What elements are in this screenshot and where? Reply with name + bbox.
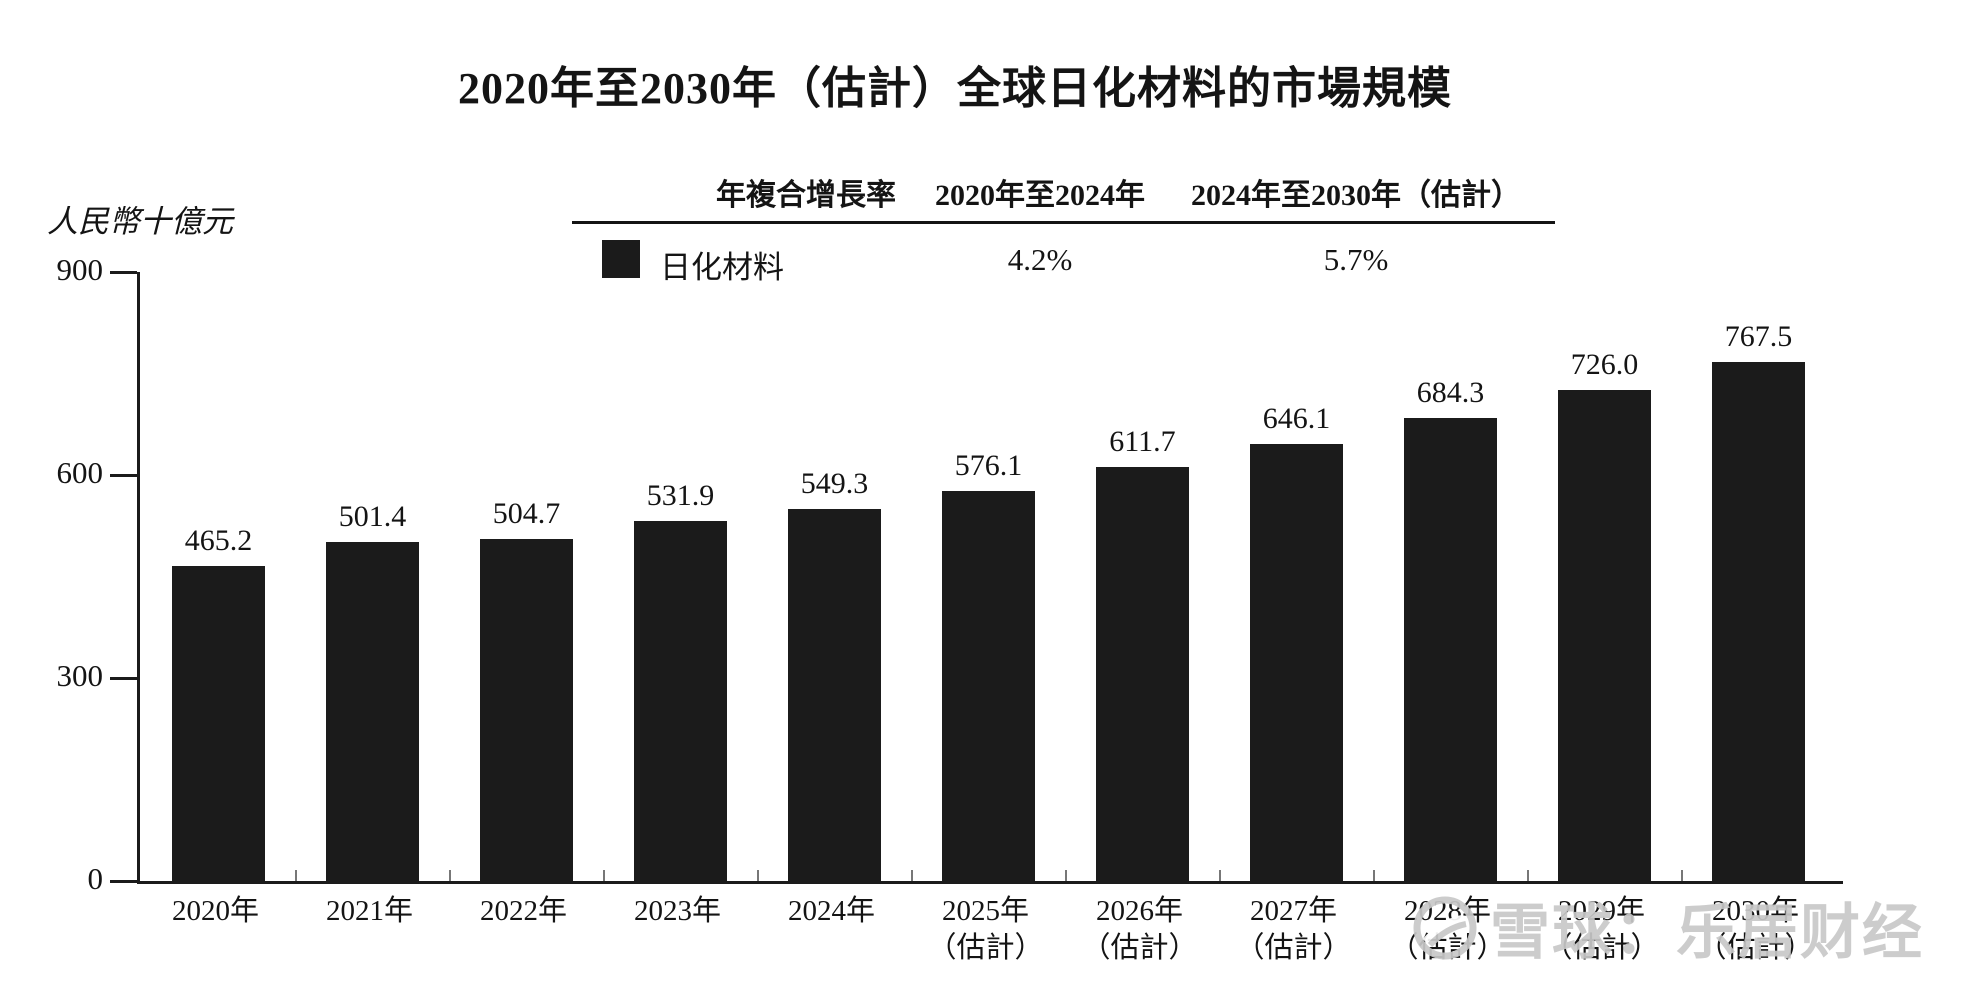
bar-value-label: 504.7 bbox=[492, 497, 561, 530]
y-axis-tick bbox=[110, 474, 137, 477]
cagr-table-rule bbox=[572, 221, 1555, 224]
x-axis-tick bbox=[1681, 870, 1683, 881]
x-axis-tick bbox=[295, 870, 297, 881]
x-axis-category-label: 2024年 bbox=[787, 895, 875, 927]
x-axis-tick bbox=[757, 870, 759, 881]
x-axis-category-label: 2025年 （估計） bbox=[927, 895, 1044, 964]
x-axis-tick bbox=[603, 870, 605, 881]
bar-2024年 bbox=[788, 509, 881, 881]
y-axis-tick-label: 0 bbox=[87, 861, 104, 896]
y-axis-tick-label: 900 bbox=[56, 252, 104, 287]
x-axis-category-label: 2026年 （估計） bbox=[1081, 895, 1198, 964]
x-axis-tick bbox=[1373, 870, 1375, 881]
x-axis-tick bbox=[911, 870, 913, 881]
bar-value-label: 465.2 bbox=[184, 524, 253, 557]
y-axis-tick-label: 300 bbox=[56, 658, 104, 693]
x-axis-category-label: 2021年 bbox=[325, 895, 413, 927]
y-axis-unit-label: 人民幣十億元 bbox=[47, 204, 233, 239]
bar-2021年 bbox=[326, 542, 419, 881]
x-axis-category-label: 2030年 （估計） bbox=[1697, 895, 1814, 964]
bar-2025年（估計） bbox=[942, 491, 1035, 881]
x-axis-category-label: 2020年 bbox=[171, 895, 259, 927]
y-axis-tick bbox=[110, 880, 137, 883]
cagr-period2-value: 5.7% bbox=[1323, 242, 1389, 277]
bar-value-label: 576.1 bbox=[954, 449, 1023, 482]
y-axis-tick-label: 600 bbox=[56, 455, 104, 490]
cagr-period2-header: 2024年至2030年（估計） bbox=[1191, 179, 1521, 212]
x-axis-tick bbox=[1527, 870, 1529, 881]
cagr-period1-value: 4.2% bbox=[1007, 242, 1073, 277]
x-axis-category-label: 2029年 （估計） bbox=[1543, 895, 1660, 964]
x-axis-tick bbox=[1065, 870, 1067, 881]
x-axis-tick bbox=[449, 870, 451, 881]
bar-2026年（估計） bbox=[1096, 467, 1189, 881]
bar-2029年（估計） bbox=[1558, 390, 1651, 881]
legend-swatch-icon bbox=[602, 240, 640, 278]
bar-2023年 bbox=[634, 521, 727, 881]
bar-value-label: 646.1 bbox=[1262, 402, 1331, 435]
bar-value-label: 549.3 bbox=[800, 467, 869, 500]
y-axis-tick bbox=[110, 677, 137, 680]
cagr-metric-header: 年複合增長率 bbox=[716, 179, 896, 212]
x-axis-category-label: 2023年 bbox=[633, 895, 721, 927]
x-axis-category-label: 2027年 （估計） bbox=[1235, 895, 1352, 964]
bar-2027年（估計） bbox=[1250, 444, 1343, 881]
bar-value-label: 684.3 bbox=[1416, 376, 1485, 409]
chart-title: 2020年至2030年（估計）全球日化材料的市場規模 bbox=[458, 64, 1452, 113]
cagr-period1-header: 2020年至2024年 bbox=[935, 179, 1145, 212]
bar-2030年（估計） bbox=[1712, 362, 1805, 881]
bar-2022年 bbox=[480, 539, 573, 881]
y-axis-tick bbox=[110, 271, 137, 274]
plot-area: 465.2 501.4 504.7 531.9 549.3 576.1 611.7 646.1… bbox=[137, 272, 1843, 884]
bar-value-label: 726.0 bbox=[1570, 348, 1639, 381]
bar-2020年 bbox=[172, 566, 265, 881]
bar-value-label: 501.4 bbox=[338, 500, 407, 533]
bar-value-label: 531.9 bbox=[646, 479, 715, 512]
bar-value-label: 611.7 bbox=[1109, 425, 1176, 458]
legend-series-label: 日化材料 bbox=[660, 250, 784, 285]
bar-value-label: 767.5 bbox=[1724, 320, 1793, 353]
x-axis-category-label: 2022年 bbox=[479, 895, 567, 927]
x-axis-tick bbox=[1219, 870, 1221, 881]
bar-2028年（估計） bbox=[1404, 418, 1497, 881]
